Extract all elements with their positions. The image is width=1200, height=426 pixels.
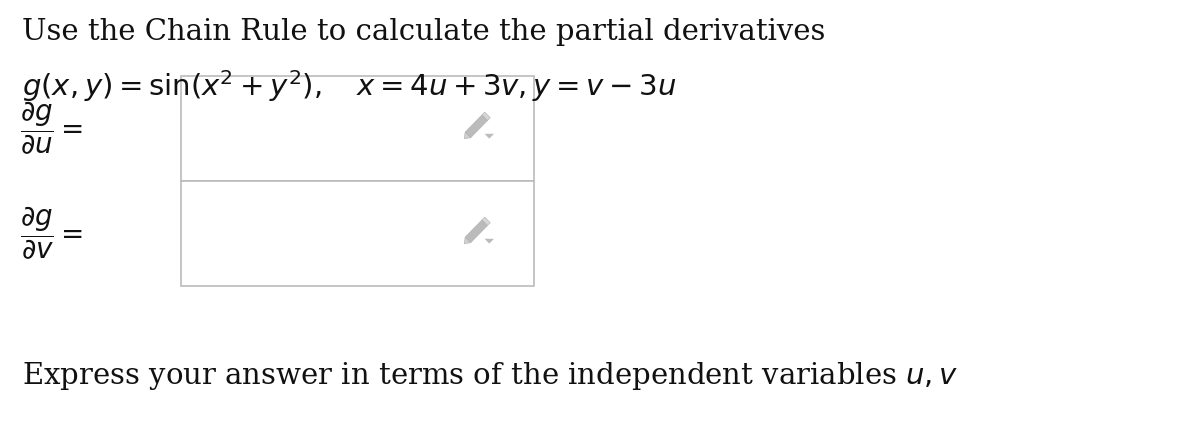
Text: Use the Chain Rule to calculate the partial derivatives: Use the Chain Rule to calculate the part… (22, 18, 824, 46)
Polygon shape (485, 239, 494, 244)
Polygon shape (466, 115, 487, 138)
Polygon shape (482, 112, 491, 121)
Text: $\dfrac{\partial g}{\partial u} =$: $\dfrac{\partial g}{\partial u} =$ (19, 100, 83, 157)
Polygon shape (464, 132, 470, 139)
Polygon shape (485, 134, 494, 138)
Bar (181, 181, 534, 286)
Polygon shape (482, 217, 491, 225)
Text: $\dfrac{\partial g}{\partial v} =$: $\dfrac{\partial g}{\partial v} =$ (19, 205, 83, 262)
Bar (181, 76, 534, 181)
Polygon shape (466, 220, 487, 243)
Text: Express your answer in terms of the independent variables $u, v$: Express your answer in terms of the inde… (22, 360, 958, 392)
Polygon shape (464, 237, 470, 244)
Text: $g(x, y) = \sin\!(x^2 + y^2), \quad x = 4u + 3v, y = v - 3u$: $g(x, y) = \sin\!(x^2 + y^2), \quad x = … (22, 68, 676, 104)
